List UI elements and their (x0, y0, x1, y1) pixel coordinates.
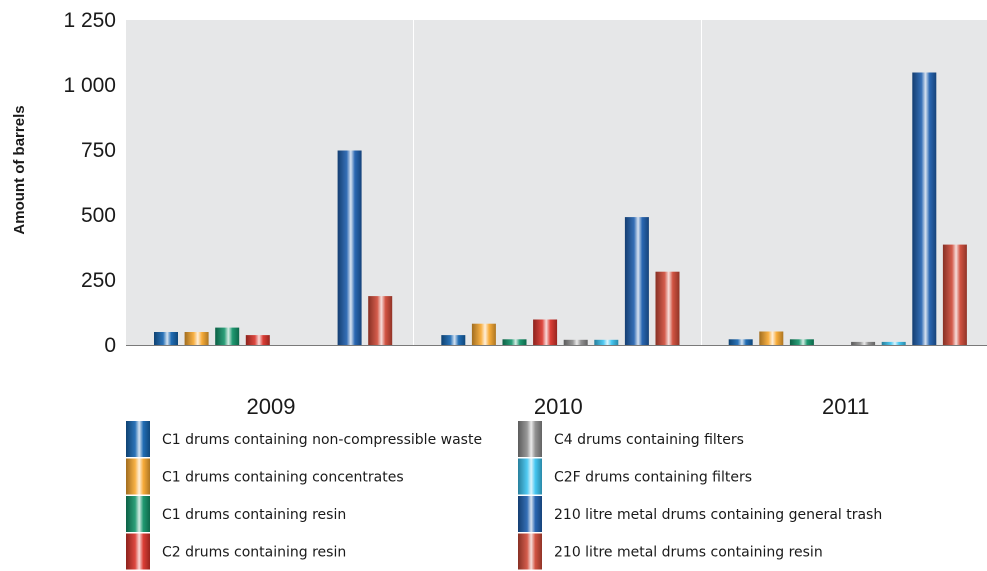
bar (184, 332, 209, 345)
y-tick-label: 500 (81, 204, 116, 227)
bar (789, 339, 814, 345)
y-axis-title: Amount of barrels (11, 105, 28, 234)
legend-swatch (126, 421, 150, 457)
x-tick-label: 2011 (822, 394, 869, 419)
y-tick-label: 0 (104, 334, 116, 357)
legend-swatch (518, 496, 542, 532)
bar (851, 341, 876, 345)
legend-label: C1 drums containing concentrates (162, 470, 404, 486)
bar (471, 323, 496, 345)
bar (441, 335, 466, 345)
bar (594, 339, 619, 345)
bar (563, 339, 588, 345)
legend: C1 drums containing non-compressible was… (126, 421, 882, 570)
legend-label: C4 drums containing filters (554, 432, 744, 448)
legend-label: C1 drums containing non-compressible was… (162, 432, 482, 448)
bar (759, 331, 784, 345)
bar (624, 217, 649, 345)
y-tick-label: 1 000 (63, 74, 116, 97)
bar (655, 271, 680, 345)
legend-swatch (126, 533, 150, 570)
x-tick-label: 2010 (534, 394, 583, 419)
category-separators (413, 20, 702, 345)
bar (728, 339, 753, 345)
legend-label: 210 litre metal drums containing general… (554, 507, 882, 523)
x-axis: 2009 2010 2011 (247, 394, 870, 419)
legend-swatch (518, 421, 542, 457)
legend-swatch (518, 533, 542, 570)
bar (942, 244, 967, 345)
legend-swatch (126, 496, 150, 532)
bar (502, 339, 527, 345)
bar (881, 341, 906, 345)
bar (533, 319, 558, 345)
bar (337, 150, 362, 345)
x-tick-label: 2009 (247, 394, 296, 419)
legend-label: C1 drums containing resin (162, 507, 346, 523)
bar (245, 335, 270, 345)
plot-area (126, 20, 987, 345)
legend-swatch (126, 458, 150, 495)
bars (154, 72, 967, 345)
legend-label: C2 drums containing resin (162, 545, 346, 561)
y-axis: 0 250 500 750 1 000 1 250 (63, 9, 116, 357)
bar (912, 72, 937, 345)
bar (215, 327, 240, 345)
bar (368, 296, 393, 345)
y-tick-label: 1 250 (63, 9, 116, 32)
legend-swatch (518, 458, 542, 495)
y-tick-label: 250 (81, 269, 116, 292)
y-tick-label: 750 (81, 139, 116, 162)
bar (154, 332, 178, 345)
legend-label: C2F drums containing filters (554, 470, 752, 486)
legend-label: 210 litre metal drums containing resin (554, 545, 823, 561)
